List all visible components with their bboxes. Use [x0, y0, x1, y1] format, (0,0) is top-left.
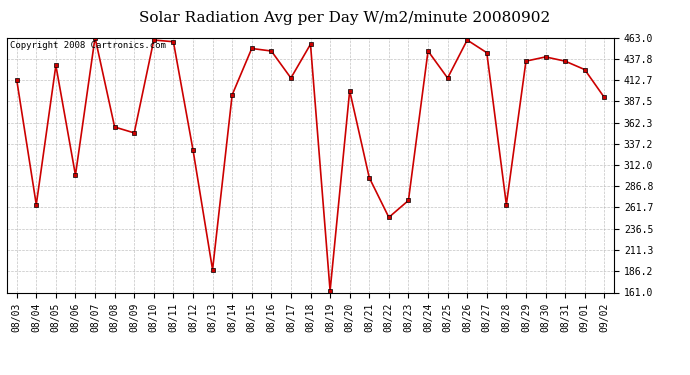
Text: Solar Radiation Avg per Day W/m2/minute 20080902: Solar Radiation Avg per Day W/m2/minute …: [139, 11, 551, 25]
Text: Copyright 2008 Cartronics.com: Copyright 2008 Cartronics.com: [10, 41, 166, 50]
